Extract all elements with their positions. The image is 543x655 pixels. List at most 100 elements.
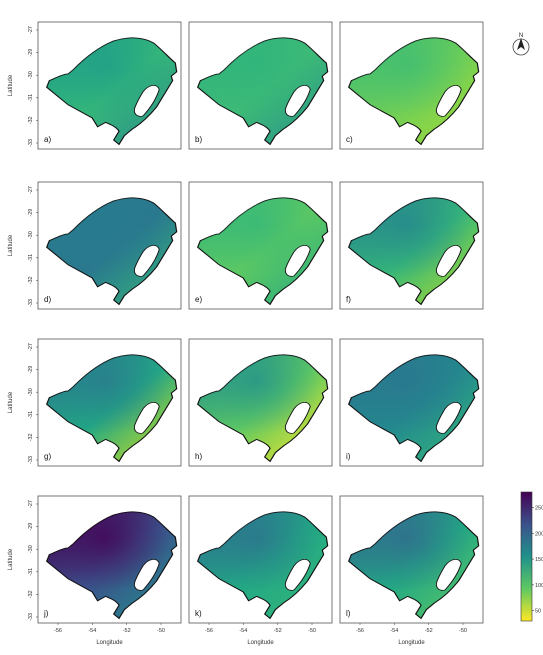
y-tick-label: -29 xyxy=(28,49,34,57)
y-tick-label: -29 xyxy=(28,523,34,531)
y-tick-label: -31 xyxy=(28,568,34,576)
x-tick-label: -54 xyxy=(88,628,96,634)
map-panel: d) xyxy=(37,181,182,310)
x-axis: -56 -54 -52 -50 Longitude xyxy=(205,623,316,646)
state-map xyxy=(45,37,178,146)
panel-label: k) xyxy=(195,609,202,618)
x-axis: -56 -54 -52 -50 Longitude xyxy=(356,623,467,646)
y-tick-label: -32 xyxy=(28,116,34,124)
y-tick-label: -33 xyxy=(28,613,34,621)
state-shading xyxy=(197,197,328,305)
map-panel: g) xyxy=(37,338,182,467)
y-tick-label: -27 xyxy=(28,500,34,508)
y-axis: -27 -29 -30 -31 -32 -33 Latitude xyxy=(8,186,38,307)
colorbar-tick-label: 100 xyxy=(535,583,543,589)
panel-grid: a) b) c) d) e) f) g) h) i) j) k) l) xyxy=(37,21,484,624)
state-map xyxy=(196,354,329,463)
latitude-axes: -27 -29 -30 -31 -32 -33 Latitude -27 -29 -30 -31 -3… xyxy=(8,26,38,621)
state-shading xyxy=(46,511,177,619)
panel-label: e) xyxy=(195,295,202,304)
colorbar-tick-label: 50 xyxy=(535,609,541,615)
panel-label: a) xyxy=(44,135,51,144)
map-panel: l) xyxy=(339,495,484,624)
x-tick-label: -50 xyxy=(459,628,467,634)
map-panel: a) xyxy=(37,21,182,150)
panel-label: h) xyxy=(195,452,202,461)
y-tick-label: -31 xyxy=(28,94,34,102)
state-shading xyxy=(197,354,328,462)
panel-label: g) xyxy=(44,452,51,461)
map-panel: c) xyxy=(339,21,484,150)
x-tick-label: -54 xyxy=(239,628,247,634)
y-tick-label: -32 xyxy=(28,590,34,598)
state-map xyxy=(196,197,329,306)
y-tick-label: -32 xyxy=(28,433,34,441)
y-axis: -27 -29 -30 -31 -32 -33 Latitude xyxy=(8,26,38,147)
colorbar-ramp xyxy=(520,491,533,622)
colorbar: 250 200 150 100 50 xyxy=(520,491,543,622)
state-map xyxy=(347,511,480,620)
state-map xyxy=(45,197,178,306)
y-tick-label: -29 xyxy=(28,209,34,217)
state-map xyxy=(45,354,178,463)
x-axis-label: Longitude xyxy=(247,640,274,646)
panel-label: c) xyxy=(346,135,353,144)
state-map xyxy=(347,197,480,306)
map-panel: b) xyxy=(188,21,333,150)
state-map xyxy=(196,511,329,620)
x-tick-label: -50 xyxy=(157,628,165,634)
y-tick-label: -33 xyxy=(28,139,34,147)
x-axis-label: Longitude xyxy=(398,640,425,646)
y-axis-label: Latitude xyxy=(8,234,14,256)
lagoon xyxy=(436,245,462,277)
x-tick-label: -56 xyxy=(356,628,364,634)
lagoon xyxy=(285,245,311,277)
x-tick-label: -50 xyxy=(308,628,316,634)
lagoon xyxy=(134,85,160,117)
lagoon xyxy=(285,402,311,434)
map-panel: k) xyxy=(188,495,333,624)
x-tick-label: -54 xyxy=(390,628,398,634)
map-panel: i) xyxy=(339,338,484,467)
y-axis-label: Latitude xyxy=(8,391,14,413)
x-tick-label: -52 xyxy=(123,628,131,634)
y-tick-label: -30 xyxy=(28,545,34,553)
y-axis-label: Latitude xyxy=(8,548,14,570)
lagoon xyxy=(285,85,311,117)
state-shading xyxy=(197,511,328,619)
north-arrow-icon xyxy=(517,38,525,50)
y-tick-label: -30 xyxy=(28,231,34,239)
x-axis-label: Longitude xyxy=(96,640,123,646)
state-shading xyxy=(46,37,177,145)
lagoon xyxy=(436,85,462,117)
longitude-axes: -56 -54 -52 -50 Longitude -56 -54 -52 -50 Longitu… xyxy=(54,623,467,646)
map-panel: e) xyxy=(188,181,333,310)
y-tick-label: -30 xyxy=(28,388,34,396)
colorbar-ticks: 250 200 150 100 50 xyxy=(532,505,543,615)
x-tick-label: -52 xyxy=(425,628,433,634)
y-tick-label: -31 xyxy=(28,411,34,419)
map-panel: f) xyxy=(339,181,484,310)
y-tick-label: -29 xyxy=(28,366,34,374)
x-axis: -56 -54 -52 -50 Longitude xyxy=(54,623,165,646)
colorbar-tick-label: 200 xyxy=(535,531,543,537)
lagoon xyxy=(134,245,160,277)
y-tick-label: -33 xyxy=(28,299,34,307)
lagoon xyxy=(134,402,160,434)
map-panel: h) xyxy=(188,338,333,467)
state-shading xyxy=(348,511,479,619)
y-axis: -27 -29 -30 -31 -32 -33 Latitude xyxy=(8,500,38,621)
y-tick-label: -27 xyxy=(28,186,34,194)
y-tick-label: -27 xyxy=(28,343,34,351)
y-axis-label: Latitude xyxy=(8,74,14,96)
lagoon xyxy=(285,559,311,591)
panel-label: i) xyxy=(346,452,351,461)
y-tick-label: -32 xyxy=(28,276,34,284)
panel-label: j) xyxy=(43,609,49,618)
panel-label: b) xyxy=(195,135,202,144)
panel-label: d) xyxy=(44,295,51,304)
north-arrow: N xyxy=(512,33,530,56)
panel-label: f) xyxy=(346,295,351,304)
state-shading xyxy=(348,37,479,145)
